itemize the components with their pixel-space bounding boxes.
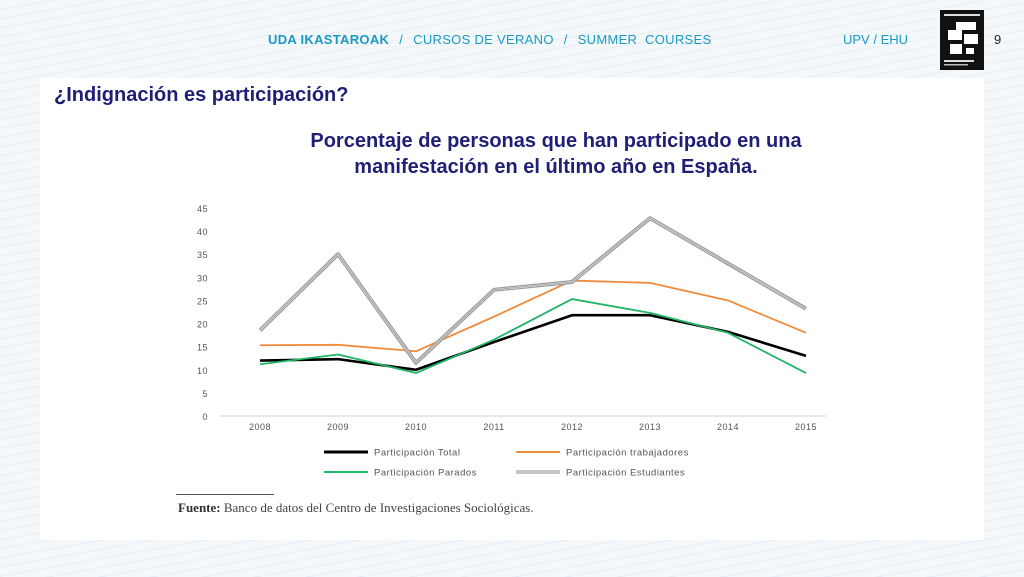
y-tick-label: 35 [197, 250, 208, 260]
y-tick-label: 5 [202, 389, 208, 399]
legend-label: Participación Parados [374, 468, 477, 479]
chart-heading-line1: Porcentaje de personas que han participa… [310, 130, 802, 152]
y-tick-label: 45 [197, 204, 208, 214]
legend-label: Participación Estudiantes [566, 468, 685, 479]
nav-separator: / [563, 32, 568, 47]
y-tick-label: 30 [197, 273, 208, 283]
series-line-outline [258, 216, 808, 365]
nav-separator: / [399, 32, 404, 47]
x-tick-label: 2013 [639, 422, 661, 432]
y-tick-label: 0 [202, 412, 208, 422]
page-number: 9 [994, 32, 1002, 47]
source-label: Fuente: [178, 500, 221, 515]
series-line [259, 217, 807, 364]
y-tick-label: 15 [197, 343, 208, 353]
university-logo-icon [940, 10, 984, 70]
nav-brand[interactable]: UDA IKASTAROAK [268, 32, 390, 47]
breadcrumb: UDA IKASTAROAK / CURSOS DE VERANO / SUMMER C… [268, 32, 711, 47]
legend-label: Participación Total [374, 448, 460, 459]
x-tick-label: 2012 [561, 422, 583, 432]
legend-label: Participación trabajadores [566, 448, 689, 459]
source-divider [176, 494, 274, 495]
source-note: Fuente: Banco de datos del Centro de Inv… [178, 500, 534, 516]
nav-summer-courses[interactable]: SUMMER COURSES [577, 32, 712, 47]
x-tick-label: 2009 [327, 422, 349, 432]
university-name: UPV / EHU [843, 32, 909, 47]
source-text: Banco de datos del Centro de Investigaci… [223, 500, 534, 515]
series-line [259, 298, 807, 374]
y-tick-label: 20 [197, 320, 208, 330]
x-tick-label: 2008 [249, 422, 271, 432]
y-tick-label: 10 [197, 366, 208, 376]
y-tick-label: 25 [197, 296, 208, 306]
series-line [259, 313, 807, 372]
series-line [259, 279, 807, 353]
x-tick-label: 2010 [405, 422, 427, 432]
line-chart: 0 5 10 15 20 25 30 35 40 45 2008 2009 2010 2011 2012 20… [197, 204, 826, 479]
slide-title: ¿Indignación es participación? [54, 84, 349, 106]
x-tick-label: 2011 [483, 422, 504, 432]
header: UDA IKASTAROAK / CURSOS DE VERANO / SUMMER C… [0, 0, 1024, 80]
chart-heading: Porcentaje de personas que han participa… [258, 128, 854, 180]
x-tick-label: 2015 [795, 422, 817, 432]
nav-cursos-de-verano[interactable]: CURSOS DE VERANO [413, 32, 554, 47]
y-tick-label: 40 [197, 227, 208, 237]
chart-heading-line2: manifestación en el último año en España… [354, 156, 758, 178]
x-tick-label: 2014 [717, 422, 739, 432]
series-line-inner [259, 217, 807, 364]
